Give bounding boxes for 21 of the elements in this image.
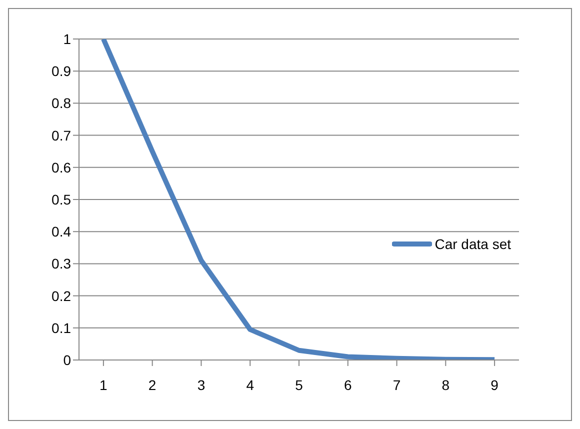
x-tick-label: 1 xyxy=(100,376,108,393)
x-tick-label: 4 xyxy=(246,376,254,393)
y-tick-label: 0.7 xyxy=(52,127,72,144)
x-tick-label: 7 xyxy=(392,376,401,393)
y-tick-label: 0 xyxy=(63,352,72,368)
y-tick-label: 0.3 xyxy=(52,256,72,272)
x-tick-label: 6 xyxy=(344,376,352,393)
y-tick-label: 0.9 xyxy=(52,63,72,80)
y-tick-label: 1 xyxy=(63,30,72,47)
y-tick-label: 0.1 xyxy=(52,320,72,336)
x-tick-label: 2 xyxy=(148,376,156,393)
y-tick-label: 0.5 xyxy=(52,191,72,208)
x-tick-label: 5 xyxy=(295,376,304,393)
x-tick-label: 8 xyxy=(442,376,450,393)
x-tick-label: 3 xyxy=(197,376,206,393)
legend-label: Car data set xyxy=(434,236,511,252)
y-tick-label: 0.6 xyxy=(52,159,72,176)
y-tick-label: 0.2 xyxy=(52,288,72,304)
x-tick-label: 9 xyxy=(490,376,499,393)
y-tick-label: 0.4 xyxy=(52,224,72,240)
y-tick-label: 0.8 xyxy=(52,95,72,112)
